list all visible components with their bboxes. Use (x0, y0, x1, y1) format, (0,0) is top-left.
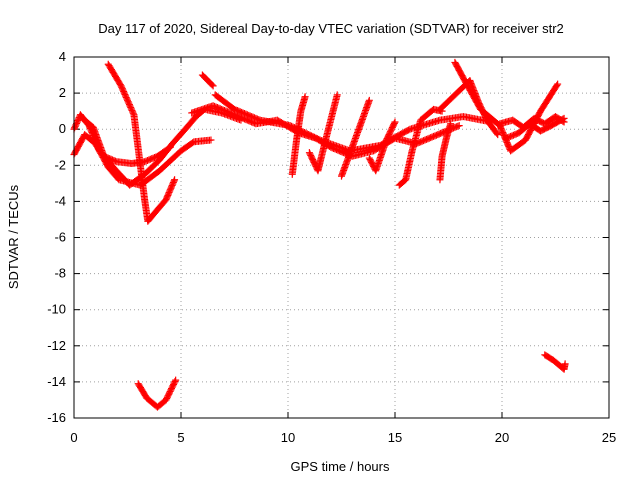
data-point (165, 144, 173, 152)
y-tick-label: 2 (59, 85, 66, 100)
data-point (129, 109, 137, 117)
data-point (172, 376, 180, 384)
data-point (301, 93, 309, 101)
data-point (391, 118, 399, 126)
data-point (207, 136, 215, 144)
x-tick-label: 20 (495, 430, 509, 445)
data-point (166, 143, 174, 151)
data-point (560, 114, 568, 122)
y-tick-label: -8 (54, 266, 66, 281)
data-point (493, 129, 501, 137)
data-point (208, 81, 216, 89)
data-point (494, 131, 502, 139)
grid (73, 56, 610, 419)
y-tick-label: -2 (54, 157, 66, 172)
data-points (70, 58, 569, 411)
y-tick-label: -4 (54, 193, 66, 208)
x-tick-label: 5 (177, 430, 184, 445)
chart-title: Day 117 of 2020, Sidereal Day-to-day VTE… (98, 21, 564, 36)
data-point (171, 176, 179, 184)
x-tick-label: 10 (281, 430, 295, 445)
y-tick-label: -6 (54, 230, 66, 245)
x-tick-label: 0 (70, 430, 77, 445)
x-tick-label: 25 (602, 430, 616, 445)
data-point (561, 360, 569, 368)
data-point (559, 115, 567, 123)
data-point (365, 96, 373, 104)
data-point (454, 122, 462, 130)
data-point (553, 81, 561, 89)
x-tick-label: 15 (388, 430, 402, 445)
y-axis-label: SDTVAR / TECUs (6, 184, 21, 289)
data-point (554, 80, 562, 88)
y-tick-label: -12 (47, 338, 66, 353)
data-point (171, 378, 179, 386)
plot-border (73, 56, 610, 419)
data-point (209, 82, 217, 90)
data-point (455, 122, 463, 130)
x-axis-label: GPS time / hours (291, 459, 390, 474)
y-tick-label: 4 (59, 49, 66, 64)
y-tick-label: -16 (47, 410, 66, 425)
data-point (390, 119, 398, 127)
data-point (170, 177, 178, 185)
y-tick-label: -10 (47, 302, 66, 317)
data-point (333, 91, 341, 99)
data-point (447, 120, 455, 128)
y-tick-label: 0 (59, 121, 66, 136)
y-tick-label: -14 (47, 374, 66, 389)
